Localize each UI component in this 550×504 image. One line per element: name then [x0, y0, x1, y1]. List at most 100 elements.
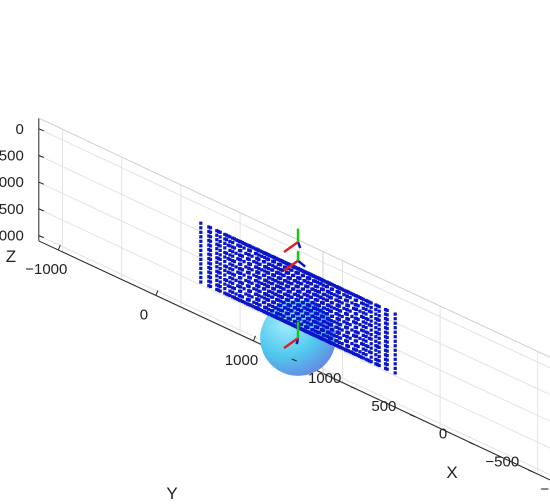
cloud-point-1115 — [231, 245, 235, 249]
cloud-point-226 — [360, 328, 364, 332]
cloud-point-997 — [240, 241, 244, 245]
cloud-point-395 — [332, 333, 336, 337]
cloud-point-1108 — [231, 277, 235, 281]
cloud-point-1193 — [279, 294, 283, 299]
cloud-point-424 — [364, 330, 368, 334]
cloud-point-319 — [358, 350, 362, 354]
cloud-point-802 — [236, 243, 240, 247]
cloud-point-484 — [322, 320, 327, 324]
cloud-point-929 — [282, 314, 286, 318]
cloud-point-769 — [317, 277, 321, 281]
y-axis-label: Y — [166, 484, 177, 503]
cloud-point-1001 — [248, 262, 252, 266]
cloud-point-148 — [385, 331, 389, 335]
cloud-point-1156 — [255, 261, 259, 265]
cloud-point-495 — [338, 336, 343, 340]
cloud-point-511 — [354, 330, 359, 334]
cloud-point-400 — [340, 346, 344, 350]
cloud-point-970 — [208, 239, 213, 243]
cloud-point-1077 — [215, 283, 219, 287]
cloud-point-396 — [332, 320, 336, 324]
cloud-point-1107 — [231, 281, 235, 285]
cloud-point-1109 — [231, 272, 235, 276]
cloud-point-1038 — [296, 307, 300, 311]
cloud-point-779 — [325, 298, 329, 302]
cloud-point-964 — [208, 266, 213, 271]
cloud-point-1198 — [279, 272, 283, 276]
cloud-point-1040 — [296, 298, 300, 302]
cloud-point-772 — [325, 330, 329, 334]
cloud-point-310 — [342, 293, 346, 297]
cloud-point-1068 — [207, 257, 211, 261]
z-axis-label: Z — [6, 247, 16, 266]
cloud-point-1182 — [271, 277, 275, 281]
cloud-point-921 — [266, 253, 270, 257]
cloud-point-112 — [369, 360, 373, 364]
cloud-point-355 — [276, 267, 280, 271]
cloud-point-1020 — [272, 260, 276, 264]
cloud-point-1168 — [263, 273, 267, 278]
cloud-point-436 — [267, 294, 271, 298]
cloud-point-1082 — [215, 260, 219, 264]
cloud-point-857 — [308, 272, 312, 276]
cloud-point-1148 — [255, 297, 259, 301]
cloud-point-1028 — [288, 322, 292, 326]
cloud-point-118 — [369, 333, 373, 337]
cloud-point-143 — [385, 354, 389, 358]
cloud-point-135 — [377, 323, 381, 327]
cloud-point-430 — [364, 303, 368, 307]
cloud-point-1072 — [207, 238, 211, 243]
cloud-point-108 — [361, 311, 365, 315]
cloud-point-966 — [208, 257, 213, 261]
cloud-point-242 — [383, 366, 388, 370]
cloud-point-1002 — [248, 249, 252, 253]
x-tick-mark-4 — [291, 358, 297, 362]
cloud-point-60 — [337, 327, 341, 331]
cloud-point-1188 — [279, 317, 283, 321]
cloud-point-1174 — [271, 313, 275, 317]
cloud-point-324 — [366, 358, 370, 362]
cloud-point-907 — [250, 268, 254, 272]
cloud-point-689 — [335, 312, 339, 316]
cloud-point-797 — [228, 235, 232, 239]
cloud-point-948 — [306, 321, 310, 325]
box-edge-top-y — [322, 251, 550, 358]
cloud-point-254 — [383, 312, 388, 316]
cloud-point-1083 — [215, 256, 219, 260]
cloud-point-1009 — [256, 248, 260, 252]
cloud-point-575 — [313, 274, 317, 279]
cloud-point-584 — [329, 323, 333, 327]
cloud-point-529 — [257, 267, 261, 271]
cloud-point-824 — [268, 290, 272, 294]
cloud-point-483 — [322, 333, 327, 337]
cloud-point-1056 — [199, 244, 203, 248]
cloud-point-931 — [282, 287, 286, 291]
cloud-point-307 — [342, 333, 346, 337]
cloud-point-243 — [383, 362, 388, 366]
cloud-point-817 — [260, 295, 264, 299]
cloud-point-1060 — [199, 226, 203, 230]
cloud-point-839 — [284, 261, 288, 265]
cloud-point-157 — [393, 357, 397, 361]
cloud-point-674 — [319, 282, 323, 286]
cloud-point-1039 — [296, 303, 300, 307]
cloud-point-513 — [354, 321, 359, 325]
cloud-point-831 — [276, 284, 280, 288]
cloud-point-1113 — [231, 254, 235, 258]
x-tick-mark-0 — [528, 469, 534, 473]
cloud-point-414 — [356, 331, 360, 335]
cloud-point-578 — [321, 314, 325, 318]
cloud-point-787 — [228, 280, 232, 284]
cloud-point-116 — [369, 342, 373, 346]
cloud-point-845 — [292, 265, 296, 269]
cloud-point-591 — [337, 304, 341, 308]
cloud-point-105 — [361, 324, 365, 328]
cloud-point-314 — [350, 328, 354, 332]
cloud-point-1007 — [256, 271, 260, 275]
cloud-point-975 — [216, 284, 221, 288]
cloud-point-1207 — [287, 298, 291, 302]
cloud-point-144 — [385, 349, 389, 353]
cloud-point-993 — [240, 295, 244, 299]
cloud-point-1004 — [256, 307, 260, 311]
cloud-point-844 — [292, 274, 296, 278]
